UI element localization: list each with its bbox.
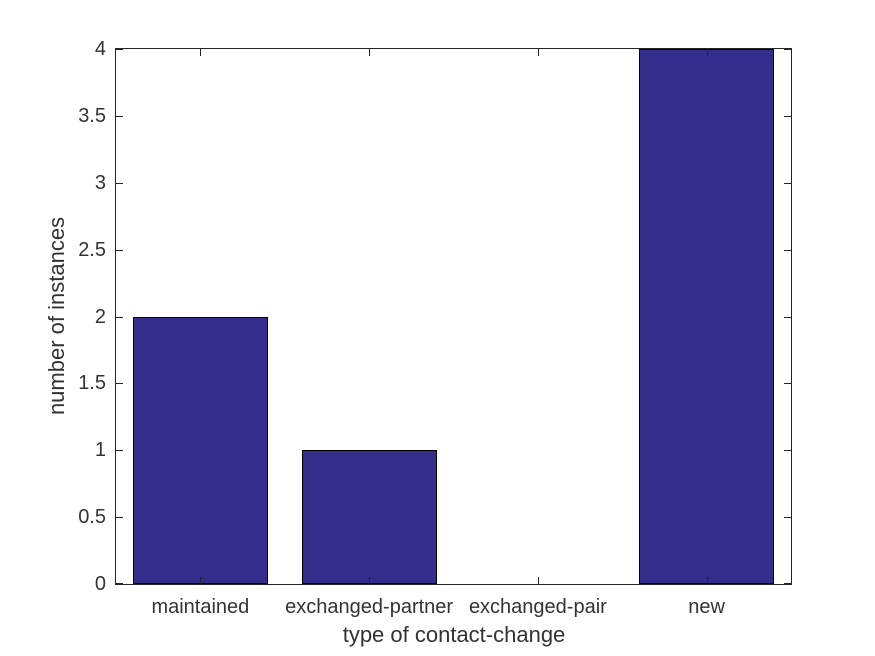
y-tick-label-0.5: 0.5 [78, 506, 106, 529]
x-tick-top-new [706, 49, 708, 56]
y-tick-left-2 [116, 316, 123, 318]
y-tick-left-1.5 [116, 383, 123, 385]
plot-area [115, 48, 792, 585]
x-tick-label-exchanged-pair: exchanged-pair [468, 596, 607, 618]
y-tick-right-2 [784, 316, 791, 318]
y-tick-right-1 [784, 450, 791, 452]
y-tick-left-3.5 [116, 115, 123, 117]
y-tick-label-0: 0 [94, 573, 106, 595]
y-tick-left-3 [116, 182, 123, 184]
y-tick-left-2.5 [116, 249, 123, 251]
bar-maintained [132, 316, 268, 584]
y-tick-left-0 [116, 583, 123, 584]
y-tick-right-2.5 [784, 249, 791, 251]
y-tick-left-4 [116, 49, 123, 50]
y-tick-right-1.5 [784, 383, 791, 385]
x-tick-label-exchanged-partner: exchanged-partner [285, 596, 454, 618]
y-tick-right-4 [784, 49, 791, 50]
y-tick-label-1.5: 1.5 [78, 372, 106, 395]
x-tick-label-new: new [688, 596, 725, 618]
y-tick-right-3.5 [784, 115, 791, 117]
x-tick-bottom-new [706, 577, 708, 584]
x-tick-bottom-exchanged-pair [537, 577, 539, 584]
y-tick-label-4: 4 [94, 38, 106, 60]
y-tick-left-1 [116, 450, 123, 452]
bar-exchanged-partner [301, 450, 437, 584]
x-tick-top-maintained [200, 49, 202, 56]
y-tick-left-0.5 [116, 517, 123, 519]
x-tick-bottom-maintained [200, 577, 202, 584]
x-axis-label: type of contact-change [342, 622, 566, 647]
bar-new [639, 49, 775, 584]
y-tick-label-1: 1 [94, 439, 106, 462]
y-tick-right-0.5 [784, 517, 791, 519]
y-tick-label-2: 2 [94, 305, 106, 328]
x-tick-top-exchanged-partner [369, 49, 371, 56]
y-tick-label-3: 3 [94, 171, 106, 194]
x-tick-label-maintained: maintained [151, 596, 250, 618]
y-tick-label-3.5: 3.5 [78, 104, 106, 127]
y-tick-right-3 [784, 182, 791, 184]
y-tick-right-0 [784, 583, 791, 584]
x-tick-top-exchanged-pair [537, 49, 539, 56]
x-tick-bottom-exchanged-partner [369, 577, 371, 584]
y-tick-label-2.5: 2.5 [78, 238, 106, 261]
